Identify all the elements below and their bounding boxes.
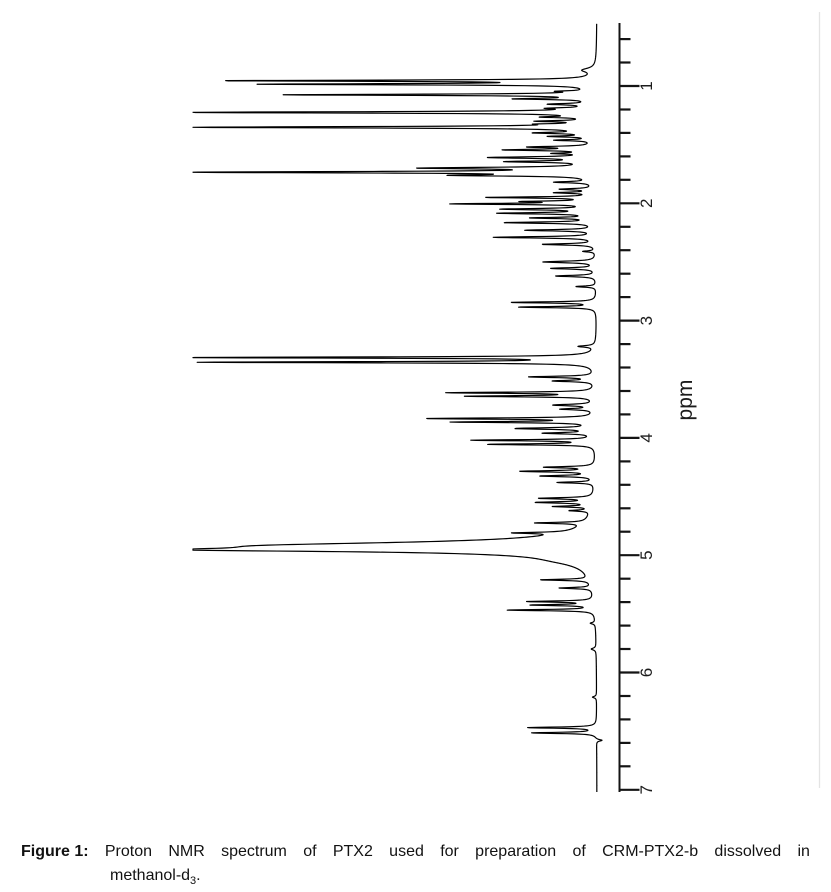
caption-word: NMR — [168, 843, 205, 860]
caption-word: Proton — [104, 843, 153, 860]
ppm-tick-label: 5 — [637, 550, 656, 559]
ppm-tick-label: 7 — [637, 785, 656, 794]
caption-word: used — [389, 843, 424, 860]
caption-solvent-text: methanol-d — [110, 867, 191, 884]
ppm-tick-label: 6 — [637, 668, 656, 677]
ppm-tick-label: 1 — [637, 81, 656, 90]
caption-line2: methanol-d3. — [110, 865, 810, 892]
caption-word: in — [797, 843, 810, 860]
ppm-tick-label: 4 — [637, 433, 656, 442]
caption-word: spectrum — [221, 843, 287, 860]
caption-word: preparation — [475, 843, 557, 860]
caption-solvent-subscript: 3 — [190, 875, 197, 888]
ppm-axis-title: ppm — [674, 380, 697, 421]
caption-line1: Figure 1: Proton NMR spectrum of PTX2 used for… — [21, 841, 810, 863]
caption-period: . — [196, 867, 201, 884]
ppm-tick-label: 2 — [637, 199, 656, 208]
caption-word: PTX2 — [332, 843, 373, 860]
nmr-trace — [192, 23, 603, 793]
caption-word: of — [303, 843, 317, 860]
nmr-spectrum: 1 2 3 4 5 6 7 ppm — [192, 12, 821, 795]
caption-word: of — [572, 843, 586, 860]
caption-word: dissolved — [714, 843, 782, 860]
caption-word: for — [440, 843, 459, 860]
figure-caption: Figure 1: Proton NMR spectrum of PTX2 used for… — [21, 841, 810, 892]
nmr-spectrum-plot: 1 2 3 4 5 6 7 ppm — [192, 12, 821, 795]
ppm-tick-label: 3 — [637, 316, 656, 325]
caption-label: Figure 1: — [21, 843, 89, 860]
caption-word: CRM-PTX2-b — [602, 843, 699, 860]
